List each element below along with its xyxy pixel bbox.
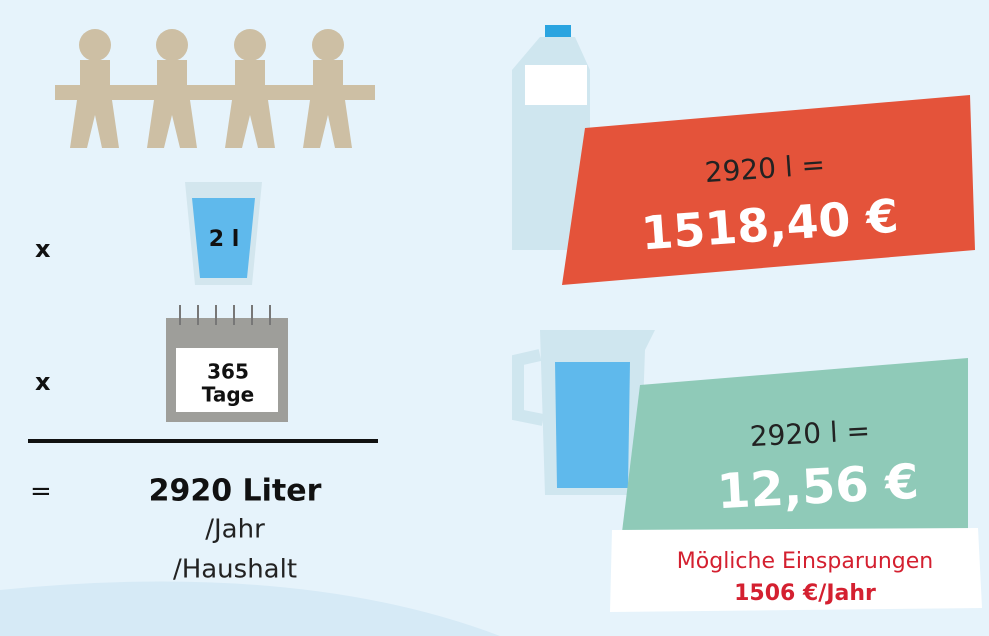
infographic: x 2 l x 365 Tage = 2920 Liter /Jahr /Hau… bbox=[0, 0, 989, 636]
multiplier: x bbox=[35, 235, 51, 263]
calendar-number: 365 bbox=[207, 360, 249, 384]
tap-cost: 12,56 € bbox=[716, 454, 921, 520]
multiplier: x bbox=[35, 368, 51, 396]
tap-volume: 2920 l = bbox=[749, 414, 871, 453]
per-year: /Jahr bbox=[205, 515, 265, 545]
result: 2920 Liter bbox=[149, 474, 322, 509]
calendar-unit: Tage bbox=[202, 383, 254, 407]
bottle-label bbox=[525, 65, 587, 105]
glass-label: 2 l bbox=[209, 227, 240, 252]
pitcher-water bbox=[555, 362, 630, 488]
bottle-cap bbox=[545, 25, 571, 37]
equals: = bbox=[30, 477, 52, 507]
savings-label: Mögliche Einsparungen bbox=[677, 549, 933, 574]
per-household: /Haushalt bbox=[173, 555, 297, 585]
savings-value: 1506 €/Jahr bbox=[734, 581, 876, 606]
